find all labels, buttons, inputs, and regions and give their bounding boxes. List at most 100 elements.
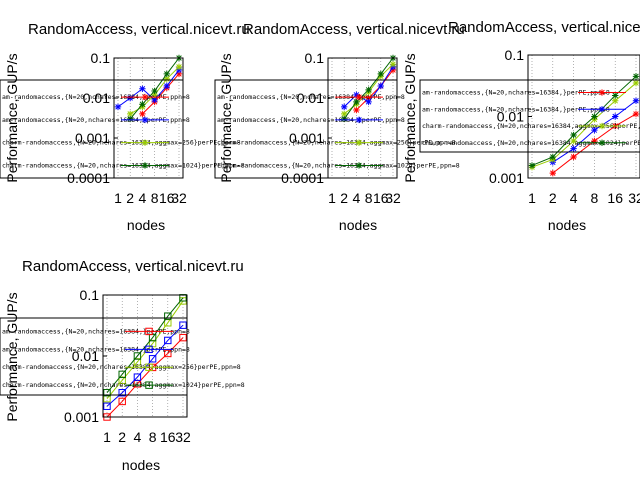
data-point: [591, 126, 598, 134]
y-axis-label: Performance, GUP/s: [4, 292, 20, 421]
y-tick-label: 0.001: [64, 409, 99, 425]
legend-marker: [145, 381, 153, 389]
x-tick-label: 4: [139, 190, 147, 206]
x-axis-label: nodes: [127, 217, 165, 233]
x-tick-label: 8: [365, 190, 373, 206]
data-point: [133, 352, 142, 360]
legend-marker: [598, 106, 606, 113]
x-tick-label: 8: [151, 190, 159, 206]
data-point: [591, 137, 598, 145]
x-tick-label: 32: [171, 190, 187, 206]
data-point: [341, 115, 348, 123]
data-point: [365, 98, 372, 106]
data-point: [175, 63, 183, 71]
x-tick-label: 16: [607, 190, 623, 206]
data-point: [139, 110, 146, 118]
data-point: [139, 100, 146, 108]
data-point: [118, 370, 126, 379]
y-axis-label: Performance, GUP/s: [218, 53, 234, 182]
x-tick-label: 4: [570, 190, 578, 206]
data-point: [151, 91, 158, 99]
data-point: [151, 96, 158, 104]
legend-marker: [598, 139, 606, 146]
data-point: [118, 397, 126, 406]
chart-title: RandomAccess, vertical.nicevt.ru: [448, 19, 640, 36]
data-point: [164, 336, 172, 345]
legend-marker: [355, 93, 363, 101]
data-point: [148, 355, 157, 363]
series-line: [356, 69, 394, 111]
data-point: [163, 70, 170, 78]
series-line: [142, 73, 180, 115]
series-2: [114, 66, 183, 111]
data-point: [353, 91, 360, 99]
x-tick-label: 16: [160, 429, 176, 445]
data-point: [163, 75, 170, 83]
legend-label: am-randomaccess,{N=20,nchares=16384,}per…: [217, 93, 405, 101]
data-point: [164, 312, 172, 320]
data-point: [632, 97, 640, 105]
x-tick-label: 1: [528, 190, 536, 206]
data-point: [133, 373, 142, 381]
data-point: [389, 60, 397, 68]
legend-marker: [141, 139, 149, 146]
legend-marker: [145, 363, 153, 371]
chart-title: RandomAccess, vertical.nicevt.ru: [28, 21, 250, 38]
legend-label: am-randomaccess,{N=20,nchares=16384,}per…: [422, 89, 610, 97]
legend-marker: [145, 345, 153, 354]
data-point: [549, 169, 556, 177]
data-point: [377, 82, 384, 90]
data-point: [127, 115, 134, 123]
x-tick-label: 32: [628, 190, 640, 206]
x-axis-label: nodes: [122, 457, 160, 473]
legend-label: charm-randomaccess,{N=20,nchares=16384,a…: [2, 363, 241, 371]
x-tick-label: 2: [549, 190, 557, 206]
x-axis-label: nodes: [548, 217, 586, 233]
y-axis-label: Performance, GUP/s: [4, 53, 20, 182]
data-point: [612, 113, 619, 120]
y-tick-label: 0.001: [289, 130, 324, 146]
legend-label: charm-randomaccess,{N=20,nchares=16384,a…: [422, 122, 640, 130]
y-tick-label: 0.01: [297, 90, 324, 106]
data-point: [612, 97, 619, 105]
legend-marker: [141, 93, 149, 101]
data-point: [175, 70, 183, 78]
y-tick-label: 0.0001: [67, 170, 110, 186]
legend-box: [0, 317, 188, 396]
data-point: [103, 389, 111, 397]
legend-marker: [355, 139, 363, 146]
legend-label: am-randomaccess,{N=20,nchares=16384,}per…: [217, 116, 405, 124]
chart-panel-4: am-randomaccess,{N=20,nchares=16384,}per…: [0, 258, 245, 473]
data-point: [377, 70, 384, 78]
data-point: [114, 103, 122, 111]
data-point: [139, 85, 146, 92]
y-tick-label: 0.001: [75, 130, 110, 146]
series-4: [528, 73, 640, 169]
chart-panel-3: am-randomaccess,{N=20,nchares=16384,}per…: [402, 19, 640, 233]
data-point: [353, 98, 360, 106]
data-point: [570, 137, 577, 145]
y-tick-label: 0.1: [305, 50, 325, 66]
y-tick-label: 0.01: [497, 109, 524, 125]
x-tick-label: 32: [175, 429, 191, 445]
legend-label: charm-randomaccess,{N=20,nchares=16384,a…: [422, 139, 640, 147]
chart-title: RandomAccess, vertical.nicevt.ru: [22, 258, 244, 275]
series-line: [531, 82, 637, 168]
x-tick-label: 1: [103, 429, 111, 445]
x-tick-label: 4: [134, 429, 142, 445]
legend-label: am-randomaccess,{N=20,nchares=16384,}per…: [422, 105, 610, 113]
data-point: [118, 389, 126, 397]
data-point: [341, 103, 348, 111]
data-point: [179, 321, 187, 329]
x-tick-label: 4: [353, 190, 361, 206]
series-1: [353, 66, 397, 114]
x-tick-label: 1: [114, 190, 122, 206]
chart-title: RandomAccess, vertical.nicevt.ru: [243, 21, 465, 38]
legend-box: [214, 79, 398, 179]
legend-marker: [355, 162, 363, 169]
chart-panel-2: am-randomaccess,{N=20,nchares=16384,}per…: [214, 21, 465, 233]
y-tick-label: 0.01: [83, 90, 110, 106]
legend-box: [0, 79, 184, 179]
legend-label: charm-randomaccess,{N=20,nchares=16384,a…: [2, 381, 245, 389]
